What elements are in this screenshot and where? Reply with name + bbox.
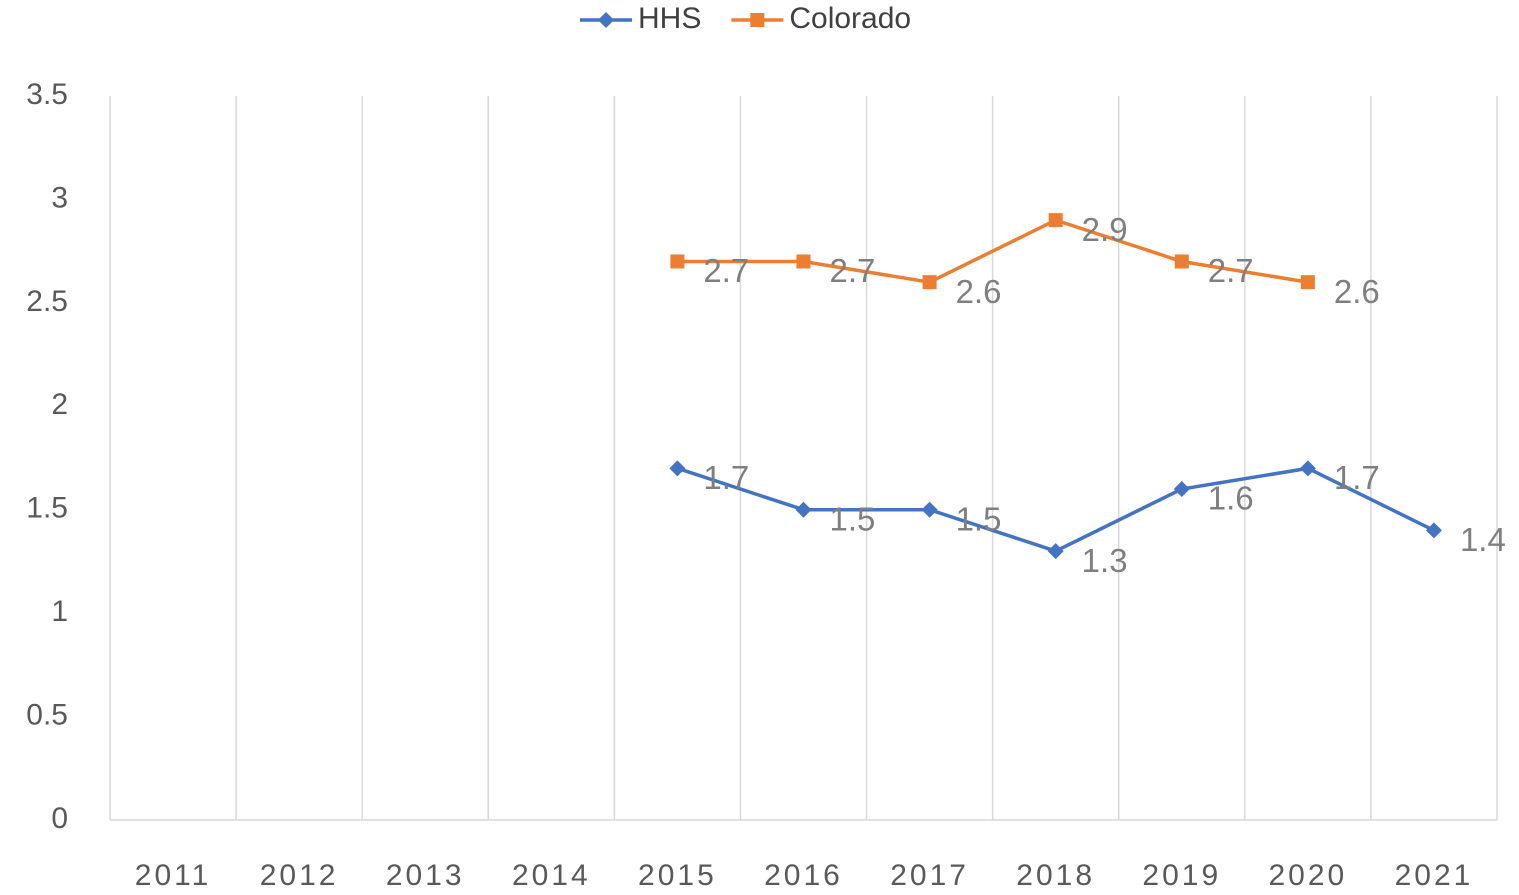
data-label: 2.7 <box>703 252 749 289</box>
point-marker <box>1300 275 1315 290</box>
data-label: 2.7 <box>830 252 876 289</box>
point-marker <box>795 501 812 518</box>
y-tick-label: 2 <box>51 388 68 421</box>
x-tick-label: 2012 <box>260 859 339 892</box>
x-tick-label: 2021 <box>1395 859 1474 892</box>
point-marker <box>1174 254 1189 269</box>
y-tick-label: 3 <box>51 181 68 214</box>
data-label: 1.7 <box>1334 459 1380 496</box>
point-marker <box>1173 481 1190 498</box>
point-marker <box>921 501 938 518</box>
x-tick-label: 2014 <box>512 859 591 892</box>
data-label: 1.6 <box>1208 480 1254 517</box>
x-tick-label: 2015 <box>638 859 717 892</box>
x-tick-label: 2011 <box>135 859 212 892</box>
data-label: 2.7 <box>1208 252 1254 289</box>
legend-marker <box>750 13 765 27</box>
data-label: 1.7 <box>703 459 749 496</box>
x-tick-label: 2016 <box>764 859 843 892</box>
x-tick-label: 2020 <box>1268 859 1347 892</box>
y-tick-label: 2.5 <box>26 285 68 318</box>
data-label: 2.6 <box>1334 273 1380 310</box>
y-tick-label: 1 <box>51 595 68 628</box>
series-line <box>676 466 1435 553</box>
data-label: 2.6 <box>956 273 1002 310</box>
y-tick-label: 3.5 <box>26 78 68 111</box>
data-label: 1.5 <box>956 500 1002 537</box>
point-marker <box>669 460 686 477</box>
x-tick-label: 2018 <box>1016 859 1095 892</box>
point-marker <box>1299 460 1316 477</box>
point-marker <box>922 275 937 290</box>
series-line <box>677 218 1309 284</box>
y-tick-label: 0 <box>51 802 68 835</box>
point-marker <box>796 254 811 269</box>
x-tick-label: 2017 <box>890 859 969 892</box>
data-label: 1.4 <box>1460 521 1506 558</box>
legend-label: Colorado <box>789 2 911 35</box>
x-tick-label: 2019 <box>1142 859 1221 892</box>
point-marker <box>670 254 685 269</box>
data-label: 1.3 <box>1082 542 1128 579</box>
y-tick-label: 0.5 <box>26 698 68 731</box>
legend-label: HHS <box>638 2 701 35</box>
data-label: 1.5 <box>830 500 876 537</box>
y-tick-label: 1.5 <box>26 492 68 525</box>
point-marker <box>1048 213 1063 228</box>
point-marker <box>1047 543 1064 560</box>
point-marker <box>1425 522 1442 539</box>
legend-marker <box>598 12 614 28</box>
data-label: 2.9 <box>1082 211 1128 248</box>
x-tick-label: 2013 <box>386 859 465 892</box>
